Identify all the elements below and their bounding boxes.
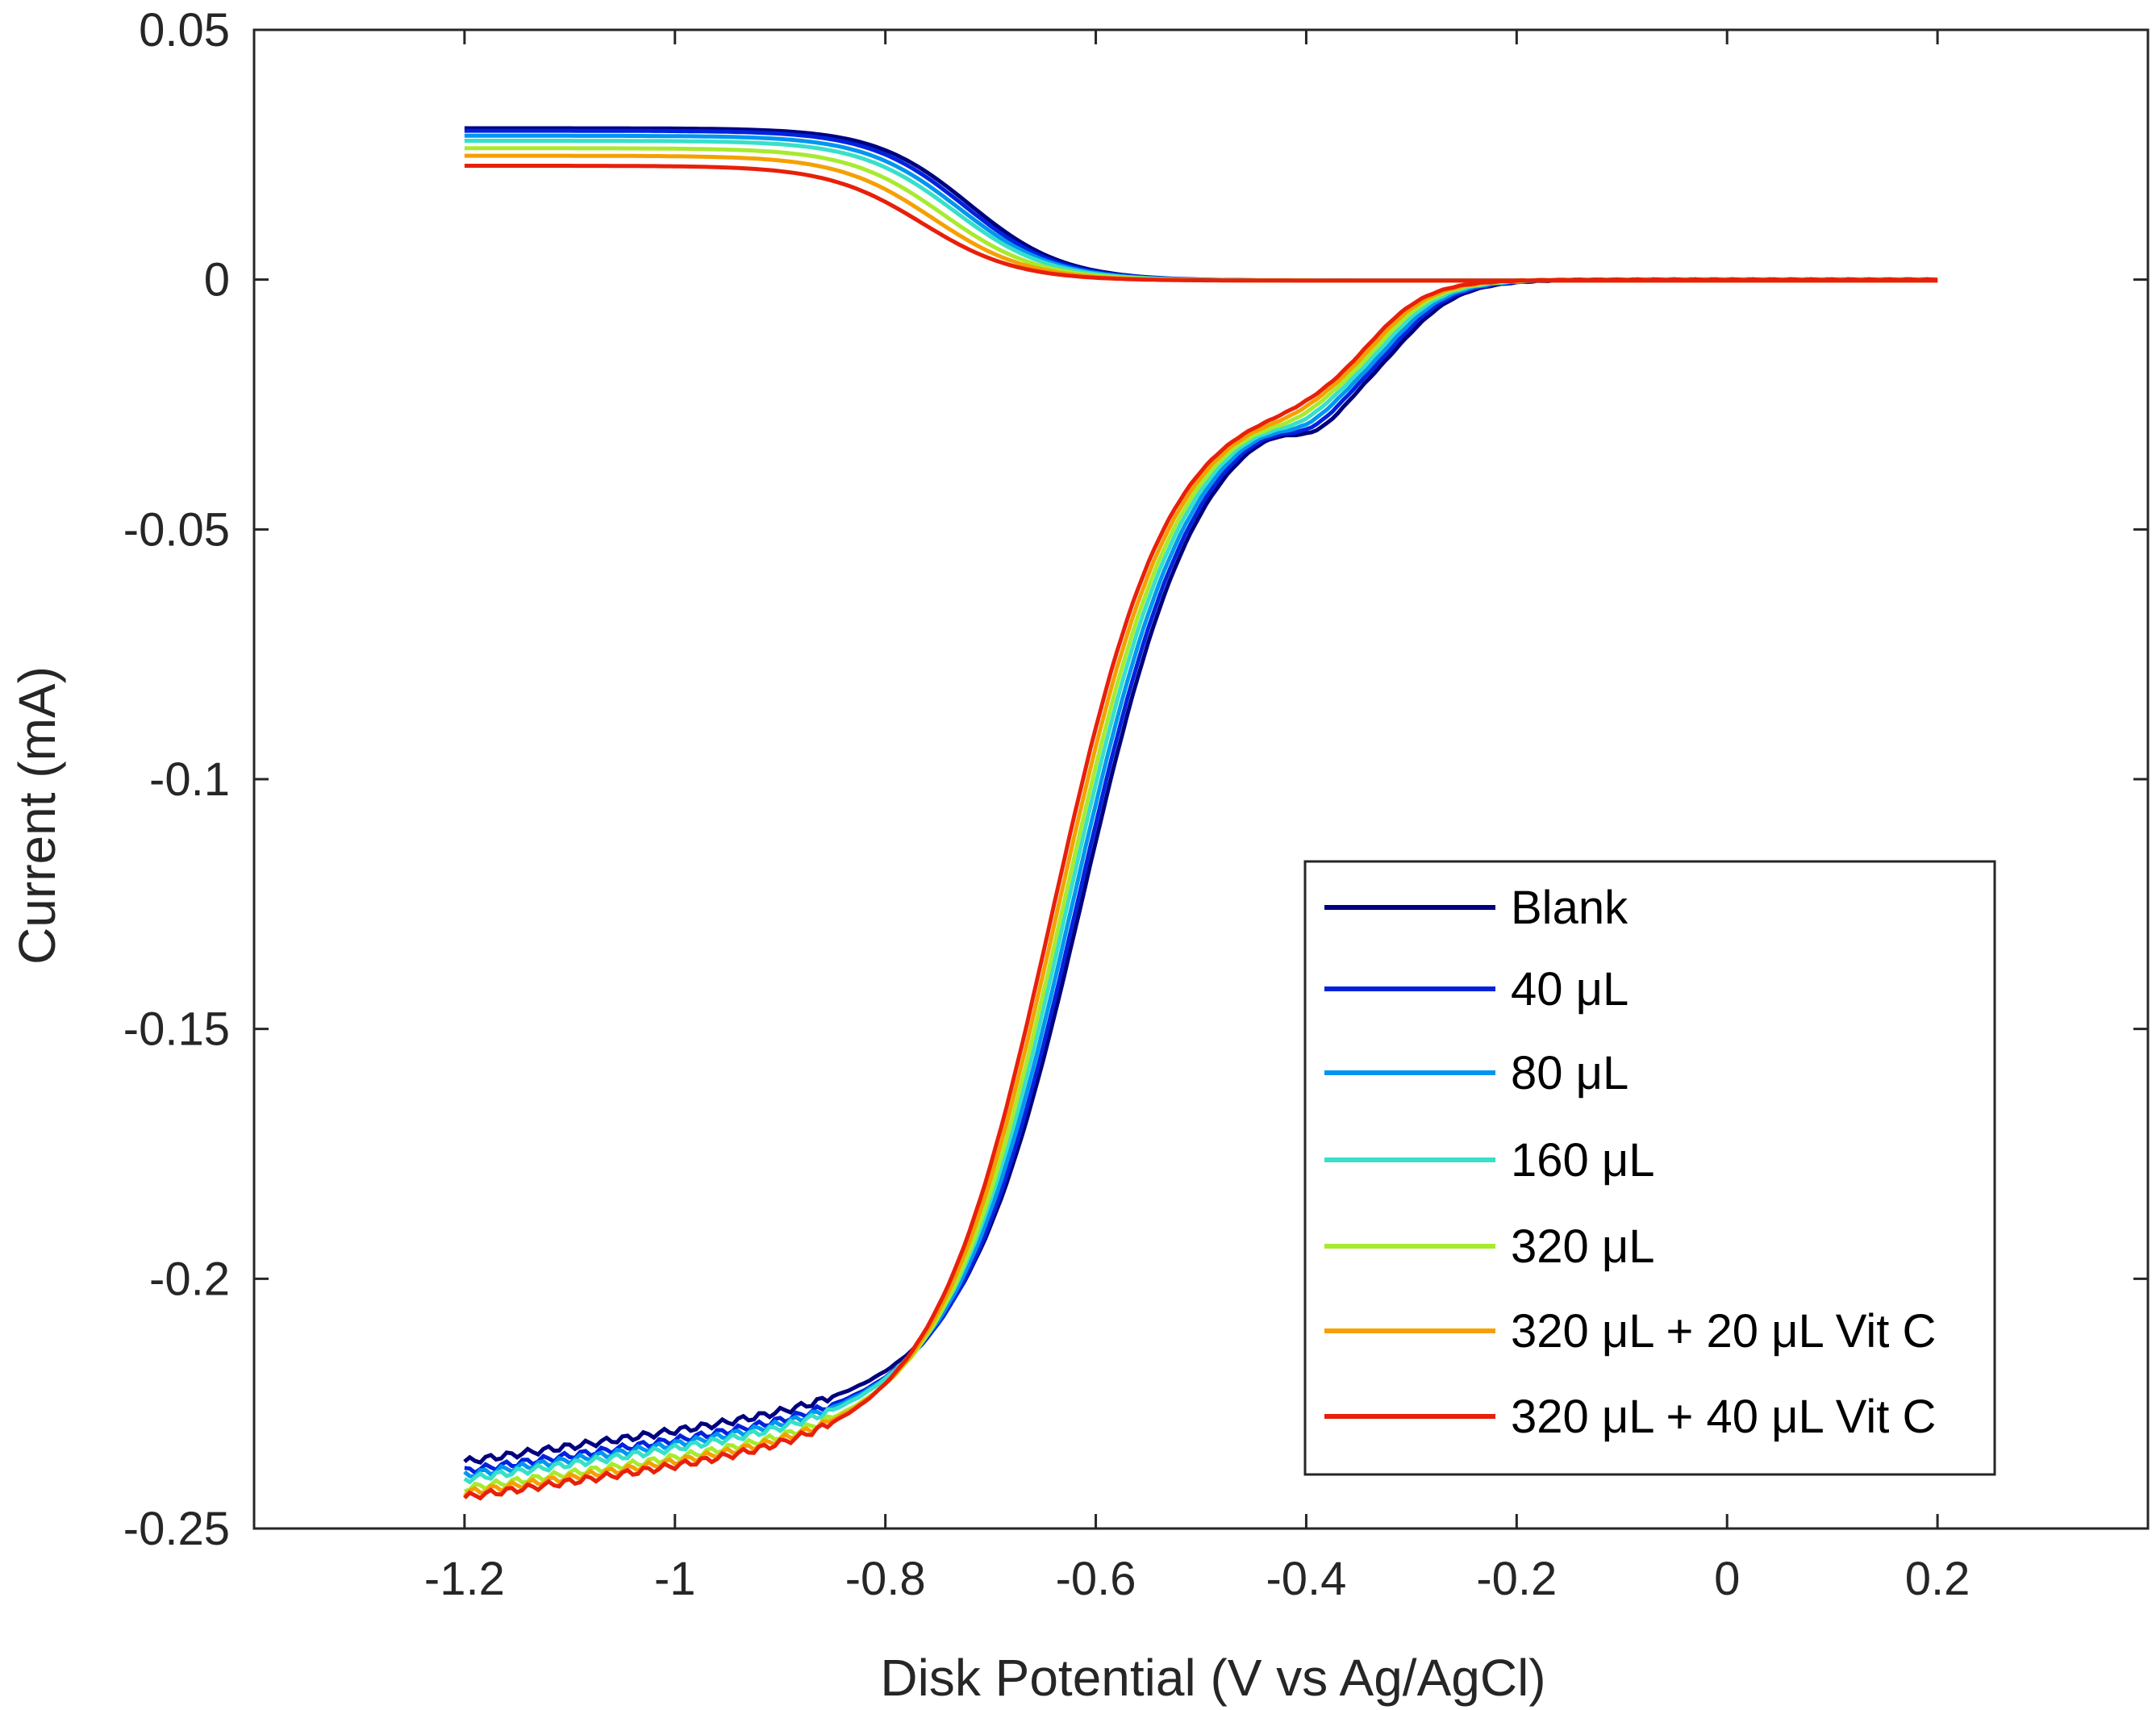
axis-ticks: -1.2 -1 -0.8 -0.6 -0.4 -0.2 0 0.2 0.05 0 -0.05 -0.1… bbox=[123, 4, 2148, 1605]
legend-label: 160 μL bbox=[1511, 1134, 1655, 1187]
x-tick-label: -1 bbox=[654, 1553, 696, 1605]
legend-label: Blank bbox=[1511, 882, 1628, 934]
ring-curve-series-6 bbox=[464, 164, 1938, 283]
x-tick-label: -1.2 bbox=[424, 1553, 505, 1605]
ring-curve-series-5 bbox=[464, 153, 1938, 283]
x-axis-title: Disk Potential (V vs Ag/AgCl) bbox=[880, 1649, 1545, 1707]
legend-label: 80 μL bbox=[1511, 1047, 1628, 1099]
ring-curve-series-1 bbox=[464, 128, 1938, 283]
x-tick-label: -0.6 bbox=[1056, 1553, 1136, 1605]
ring-curve-series-0 bbox=[464, 126, 1938, 283]
legend-label: 40 μL bbox=[1511, 963, 1628, 1016]
legend: Blank 40 μL 80 μL 160 μL 320 μL 320 μL + 20 μ… bbox=[1303, 860, 1996, 1476]
legend-label: 320 μL bbox=[1511, 1220, 1655, 1273]
series-lines bbox=[463, 126, 1938, 1501]
legend-label: 320 μL + 20 μL Vit C bbox=[1511, 1305, 1936, 1358]
y-tick-label: -0.05 bbox=[123, 503, 230, 556]
y-tick-label: -0.2 bbox=[149, 1253, 230, 1305]
y-tick-label: -0.1 bbox=[149, 753, 230, 806]
y-tick-label: -0.15 bbox=[123, 1003, 230, 1056]
x-tick-label: -0.8 bbox=[845, 1553, 926, 1605]
y-axis-title: Current (mA) bbox=[8, 666, 66, 965]
legend-label: 320 μL + 40 μL Vit C bbox=[1511, 1391, 1936, 1443]
x-tick-label: 0.2 bbox=[1905, 1553, 1970, 1605]
y-tick-label: 0 bbox=[204, 254, 230, 307]
y-tick-label: -0.25 bbox=[123, 1503, 230, 1555]
x-tick-label: 0 bbox=[1714, 1553, 1740, 1605]
x-tick-label: -0.2 bbox=[1476, 1553, 1557, 1605]
legend-box bbox=[1303, 860, 1996, 1476]
y-tick-label: 0.05 bbox=[139, 4, 230, 56]
x-tick-label: -0.4 bbox=[1266, 1553, 1346, 1605]
ring-curve-series-3 bbox=[464, 139, 1938, 283]
disk-curve-series-6 bbox=[463, 277, 1938, 1501]
